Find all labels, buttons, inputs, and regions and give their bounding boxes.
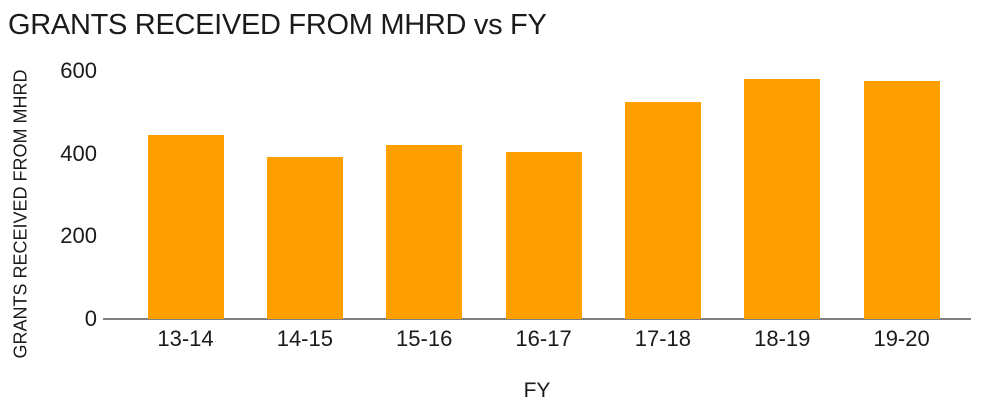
- bar-16-17: [505, 151, 582, 319]
- y-tick-label: 200: [60, 223, 97, 249]
- x-tick-label: 19-20: [873, 326, 930, 351]
- x-tick-label: 13-14: [157, 326, 214, 351]
- y-tick-label: 0: [84, 306, 97, 331]
- x-tick-label: 15-16: [396, 326, 453, 351]
- y-tick-label: 600: [60, 58, 97, 83]
- bar-15-16: [386, 145, 463, 319]
- bar-14-15: [266, 156, 343, 319]
- x-axis-line: [103, 318, 971, 320]
- bar-18-19: [744, 79, 821, 319]
- x-axis-title: FY: [523, 379, 551, 402]
- y-tick-label: 400: [60, 140, 97, 166]
- x-tick-label: 16-17: [515, 326, 572, 351]
- bar-13-14: [147, 135, 224, 319]
- x-tick-label: 18-19: [754, 326, 811, 351]
- x-tick-label: 14-15: [276, 326, 333, 351]
- bar-19-20: [863, 80, 940, 319]
- bar-17-18: [624, 102, 701, 319]
- x-tick-label: 17-18: [634, 326, 692, 351]
- chart-title: GRANTS RECEIVED FROM MHRD vs FY: [8, 9, 547, 41]
